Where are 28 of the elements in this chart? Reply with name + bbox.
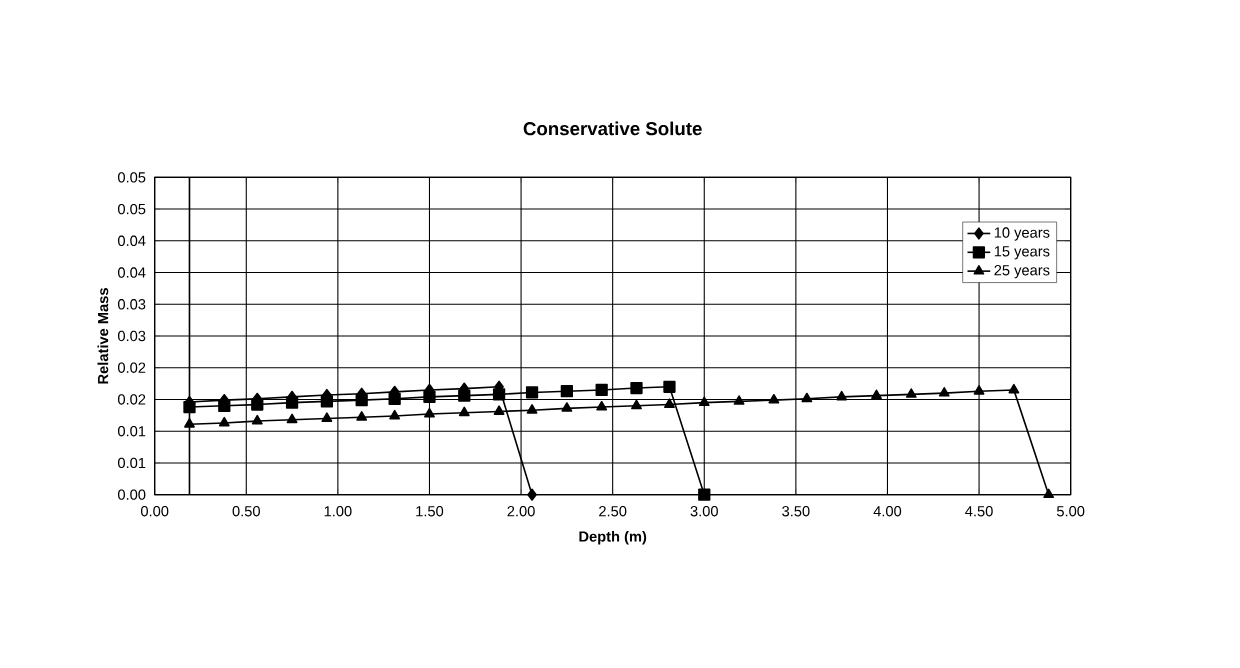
x-tick-label: 4.00 (873, 506, 902, 517)
legend-label: 10 years (994, 227, 1050, 241)
y-tick-label: 0.05 (117, 172, 146, 183)
y-tick-label: 0.03 (117, 299, 146, 310)
x-tick-label: 1.50 (416, 506, 444, 517)
x-tick-label: 0.00 (140, 506, 169, 517)
y-tick-label: 0.03 (117, 330, 146, 342)
x-tick-label: 1.00 (324, 506, 352, 517)
x-tick-label: 5.00 (1056, 506, 1085, 517)
chart-title: Conservative Solute (523, 121, 702, 136)
x-tick-label: 4.50 (965, 506, 993, 517)
x-tick-label: 0.50 (232, 506, 260, 517)
y-tick-label: 0.04 (117, 235, 146, 246)
x-axis-title: Depth (m) (579, 530, 647, 545)
y-tick-label: 0.05 (117, 203, 146, 215)
x-tick-label: 2.50 (599, 506, 627, 517)
legend-label: 15 years (994, 246, 1050, 260)
y-tick-label: 0.00 (117, 489, 146, 500)
x-tick-label: 3.50 (782, 506, 810, 517)
y-tick-label: 0.02 (117, 362, 146, 373)
y-tick-label: 0.01 (117, 457, 146, 469)
x-tick-label: 2.00 (507, 506, 535, 517)
y-tick-label: 0.01 (117, 426, 146, 437)
y-tick-label: 0.02 (117, 394, 146, 405)
y-axis-title: Relative Mass (97, 288, 109, 384)
legend-label: 25 years (994, 265, 1050, 279)
y-tick-label: 0.04 (117, 267, 146, 278)
x-tick-label: 3.00 (690, 506, 718, 517)
